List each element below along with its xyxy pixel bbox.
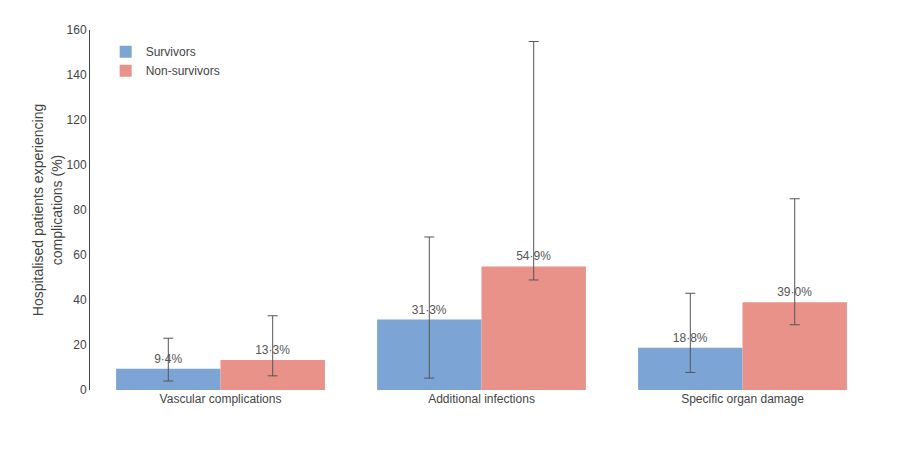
svg-text:140: 140 bbox=[67, 68, 87, 82]
svg-text:13·3%: 13·3% bbox=[255, 343, 290, 357]
svg-text:60: 60 bbox=[73, 248, 87, 262]
svg-text:39·0%: 39·0% bbox=[777, 285, 812, 299]
svg-text:40: 40 bbox=[73, 293, 87, 307]
svg-text:54·9%: 54·9% bbox=[516, 249, 551, 263]
svg-text:Non-survivors: Non-survivors bbox=[146, 64, 220, 78]
svg-text:18·8%: 18·8% bbox=[673, 331, 708, 345]
svg-text:20: 20 bbox=[73, 338, 87, 352]
svg-text:100: 100 bbox=[67, 158, 87, 172]
svg-text:160: 160 bbox=[67, 23, 87, 37]
svg-text:120: 120 bbox=[67, 113, 87, 127]
svg-text:80: 80 bbox=[73, 203, 87, 217]
svg-text:9·4%: 9·4% bbox=[154, 352, 182, 366]
svg-text:Vascular complications: Vascular complications bbox=[160, 392, 282, 406]
svg-text:Hospitalised patients experien: Hospitalised patients experiencingcompli… bbox=[30, 104, 64, 316]
svg-text:Additional infections: Additional infections bbox=[428, 392, 535, 406]
svg-text:Survivors: Survivors bbox=[146, 45, 196, 59]
svg-text:0: 0 bbox=[80, 383, 87, 397]
svg-text:Specific organ damage: Specific organ damage bbox=[681, 392, 804, 406]
svg-text:31·3%: 31·3% bbox=[412, 303, 447, 317]
